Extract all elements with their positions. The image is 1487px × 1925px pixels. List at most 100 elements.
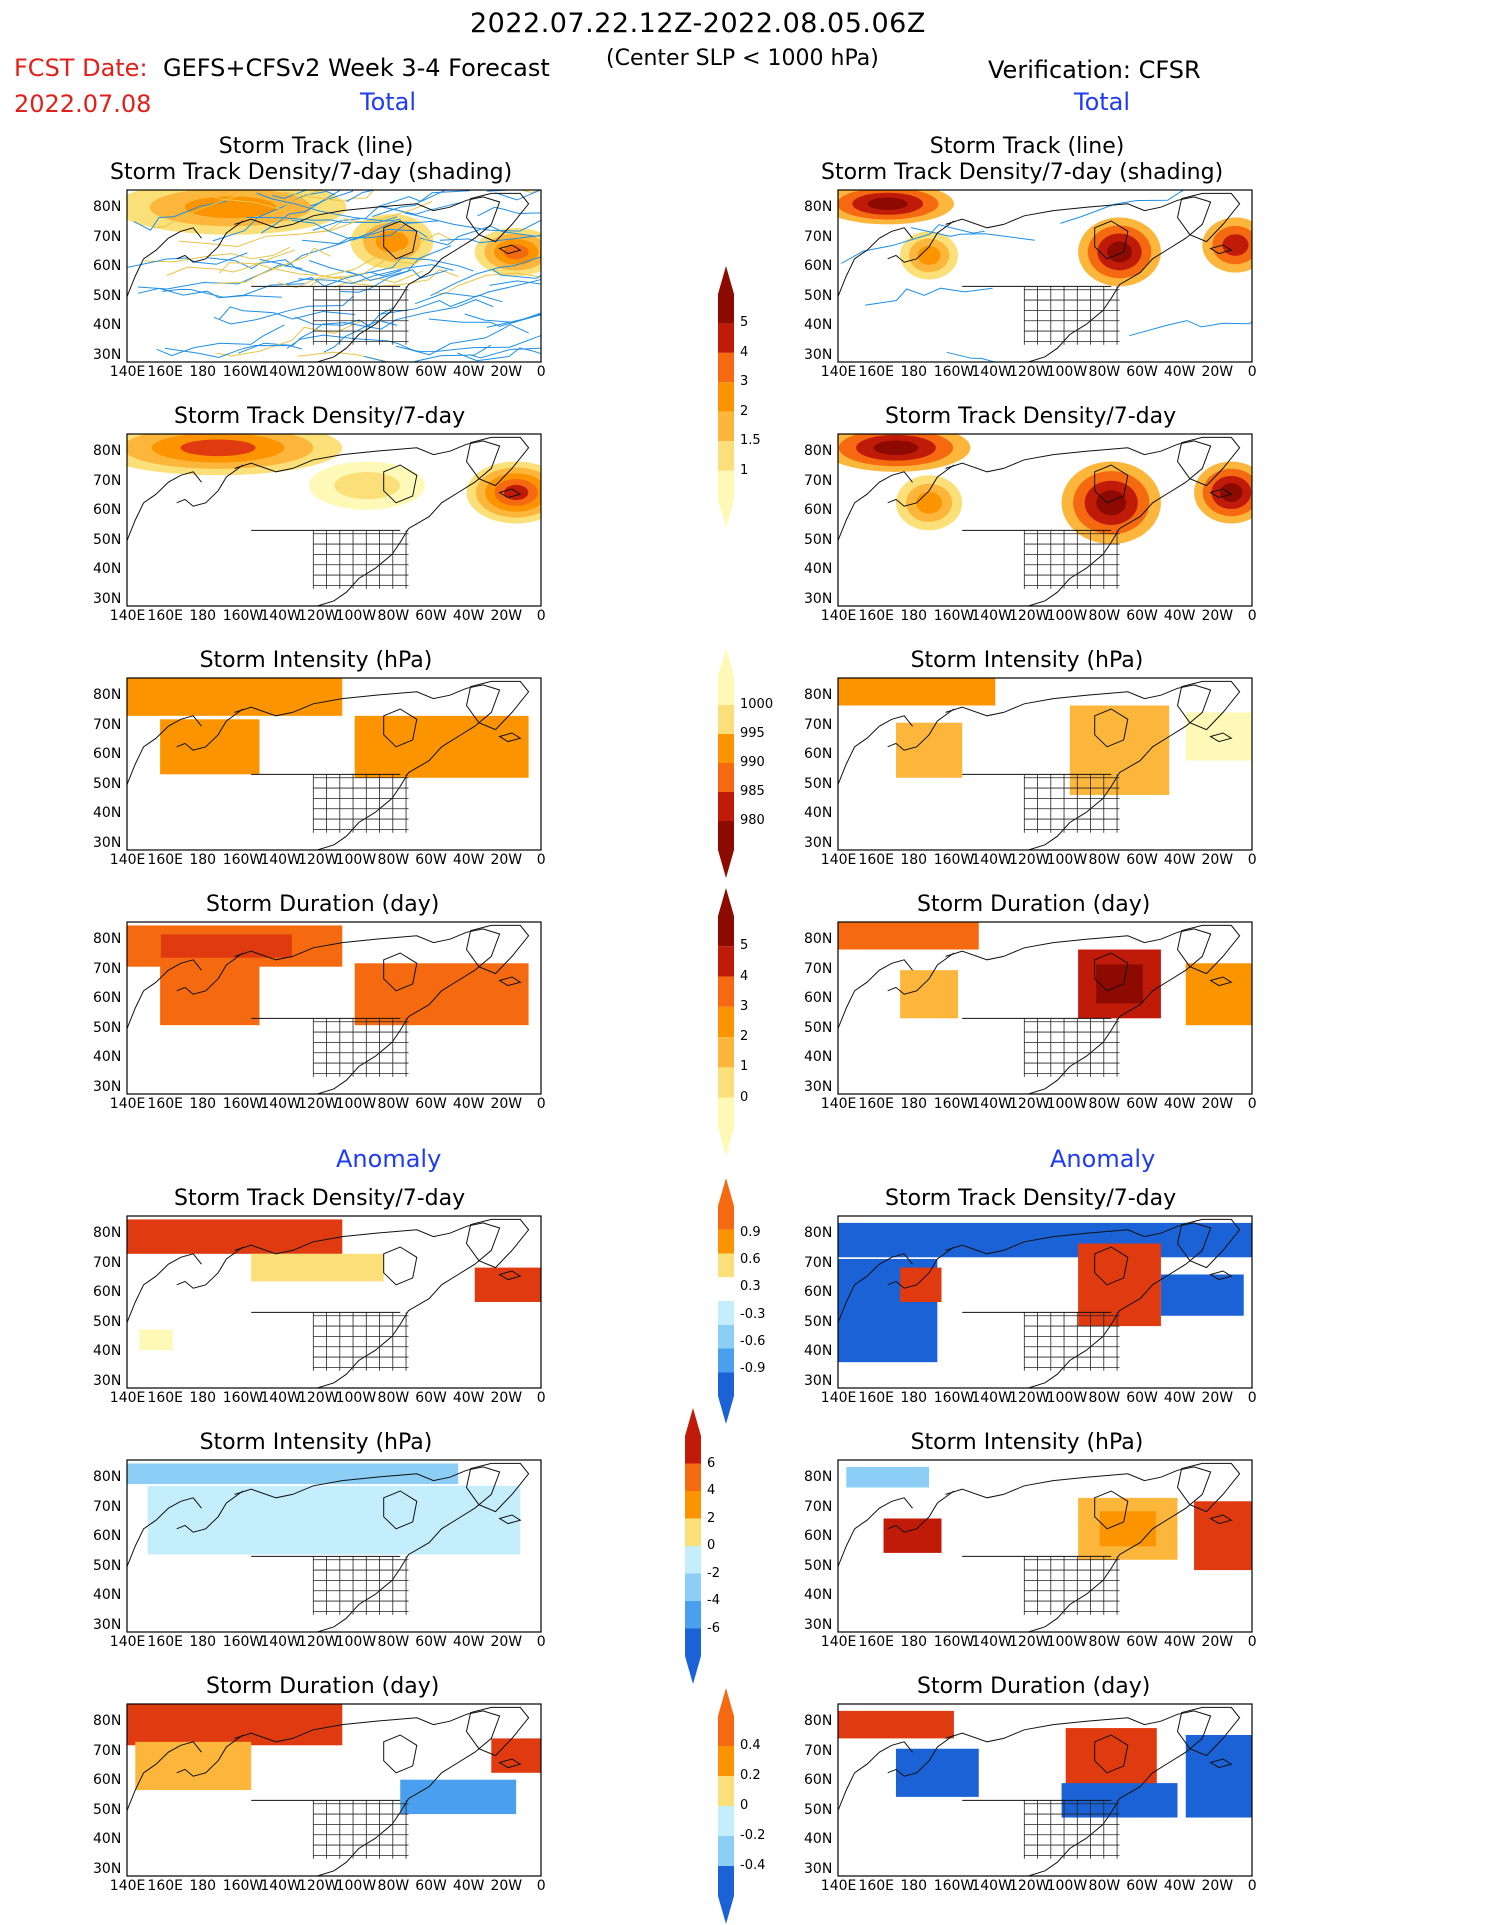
lon-label: 100W — [1046, 852, 1088, 868]
lon-label: 0 — [536, 852, 546, 868]
lon-label: 0 — [1247, 608, 1257, 624]
lon-label: 40W — [1163, 852, 1196, 868]
lat-label: 30N — [93, 834, 122, 851]
panel-title-line1: Storm Track (line) — [929, 134, 1125, 159]
lon-label: 160W — [222, 852, 264, 868]
map-panel-r3-c0 — [126, 921, 542, 1095]
lon-label: 140E — [820, 1878, 857, 1894]
lon-label: 140E — [109, 1634, 146, 1650]
lon-label: 100W — [1046, 1634, 1088, 1650]
lat-label: 70N — [93, 1498, 122, 1515]
panel-title: Storm Track Density/7-day — [174, 1186, 466, 1211]
lon-label: 40W — [452, 1390, 485, 1406]
colorbar-intensity-total-label: 980 — [740, 813, 765, 828]
colorbar-density-total — [718, 266, 734, 528]
section-anomaly-left: Anomaly — [336, 1145, 442, 1173]
lat-label: 50N — [804, 1313, 833, 1330]
colorbar-intensity-anom-label: 4 — [707, 1483, 716, 1498]
lon-label: 60W — [415, 1390, 447, 1406]
colorbar-duration-anom-label: 0.4 — [740, 1738, 761, 1753]
lon-label: 20W — [1201, 364, 1234, 380]
lat-label: 70N — [804, 1498, 833, 1515]
lon-label: 140W — [971, 1878, 1012, 1894]
colorbar-density-anom — [718, 1178, 734, 1424]
lon-label: 140W — [971, 1634, 1012, 1650]
lon-label: 160W — [222, 364, 264, 380]
lat-label: 30N — [93, 1860, 122, 1877]
lon-label: 20W — [490, 1096, 523, 1112]
lon-label: 100W — [335, 852, 377, 868]
fcst-date-value: 2022.07.08 — [14, 90, 152, 118]
lon-label: 80W — [377, 1634, 410, 1650]
lon-label: 0 — [1247, 364, 1257, 380]
colorbar-density-anom-label: 0.6 — [740, 1252, 761, 1268]
section-total-right: Total — [1074, 88, 1131, 116]
lon-label: 140W — [260, 1878, 301, 1894]
panel-title-line1: Storm Track (line) — [218, 134, 414, 159]
lon-label: 120W — [1008, 1096, 1050, 1112]
lon-label: 20W — [1201, 1878, 1234, 1894]
lon-label: 80W — [377, 852, 410, 868]
lon-label: 140W — [260, 608, 301, 624]
colorbar-intensity-anom-label: 2 — [707, 1510, 716, 1526]
lon-label: 160W — [222, 1634, 264, 1650]
lat-label: 30N — [804, 834, 833, 851]
lon-label: 20W — [1201, 1634, 1234, 1650]
colorbar-density-total-label: 1 — [740, 462, 749, 478]
lon-label: 80W — [1088, 1634, 1121, 1650]
lon-label: 160E — [147, 608, 183, 624]
lon-label: 80W — [377, 1390, 410, 1406]
lat-label: 60N — [804, 1528, 833, 1544]
lon-label: 80W — [377, 1878, 410, 1894]
lon-label: 160W — [933, 852, 975, 868]
lon-label: 60W — [415, 852, 447, 868]
lat-label: 50N — [804, 1019, 833, 1036]
lon-label: 140E — [109, 1878, 146, 1894]
colorbar-duration-anom-label: 0.2 — [740, 1768, 761, 1783]
lon-label: 0 — [536, 1096, 546, 1112]
lon-label: 20W — [1201, 1390, 1234, 1406]
colorbar-intensity-total-label: 995 — [740, 726, 765, 741]
lon-label: 40W — [452, 364, 485, 380]
lat-label: 60N — [93, 502, 122, 518]
lon-label: 180 — [189, 1390, 217, 1406]
colorbar-duration-total-label: 2 — [740, 1029, 749, 1045]
fcst-date-label: FCST Date: — [14, 54, 148, 82]
lat-label: 50N — [804, 775, 833, 792]
map-panel-r4-c1 — [837, 1215, 1253, 1389]
lon-label: 140E — [820, 1634, 857, 1650]
panel-title: Storm Intensity (hPa) — [199, 648, 433, 673]
lon-label: 140W — [260, 1390, 301, 1406]
lat-label: 70N — [93, 960, 122, 977]
lat-label: 80N — [804, 687, 833, 703]
lon-label: 180 — [900, 852, 928, 868]
lon-label: 100W — [335, 1878, 377, 1894]
lon-label: 140W — [971, 364, 1012, 380]
lon-label: 60W — [415, 608, 447, 624]
colorbar-density-total-label: 5 — [740, 315, 749, 331]
lon-label: 80W — [1088, 1878, 1121, 1894]
panel-title: Storm Intensity (hPa) — [910, 1430, 1144, 1455]
lon-label: 40W — [1163, 364, 1196, 380]
lon-label: 160W — [222, 1390, 264, 1406]
colorbar-duration-total-label: 0 — [740, 1089, 749, 1105]
panel-title: Storm Duration (day) — [917, 1674, 1151, 1699]
lon-label: 40W — [452, 1096, 485, 1112]
lon-label: 140E — [109, 608, 146, 624]
colorbar-duration-anom-label: -0.4 — [740, 1858, 766, 1873]
lon-label: 100W — [335, 1634, 377, 1650]
colorbar-density-total-label: 2 — [740, 403, 749, 419]
panel-title: Storm Track Density/7-day — [174, 404, 466, 429]
lat-label: 60N — [804, 502, 833, 518]
lon-label: 40W — [1163, 1390, 1196, 1406]
lon-label: 140W — [260, 364, 301, 380]
lat-label: 70N — [804, 228, 833, 245]
map-panel-r0-c1 — [837, 189, 1253, 363]
lon-label: 100W — [335, 364, 377, 380]
lon-label: 120W — [1008, 1390, 1050, 1406]
lat-label: 40N — [93, 1587, 122, 1603]
lon-label: 100W — [1046, 1390, 1088, 1406]
colorbar-intensity-total-label: 985 — [740, 784, 765, 799]
colorbar-density-total-label: 1.5 — [740, 433, 761, 449]
lat-label: 40N — [804, 1831, 833, 1847]
